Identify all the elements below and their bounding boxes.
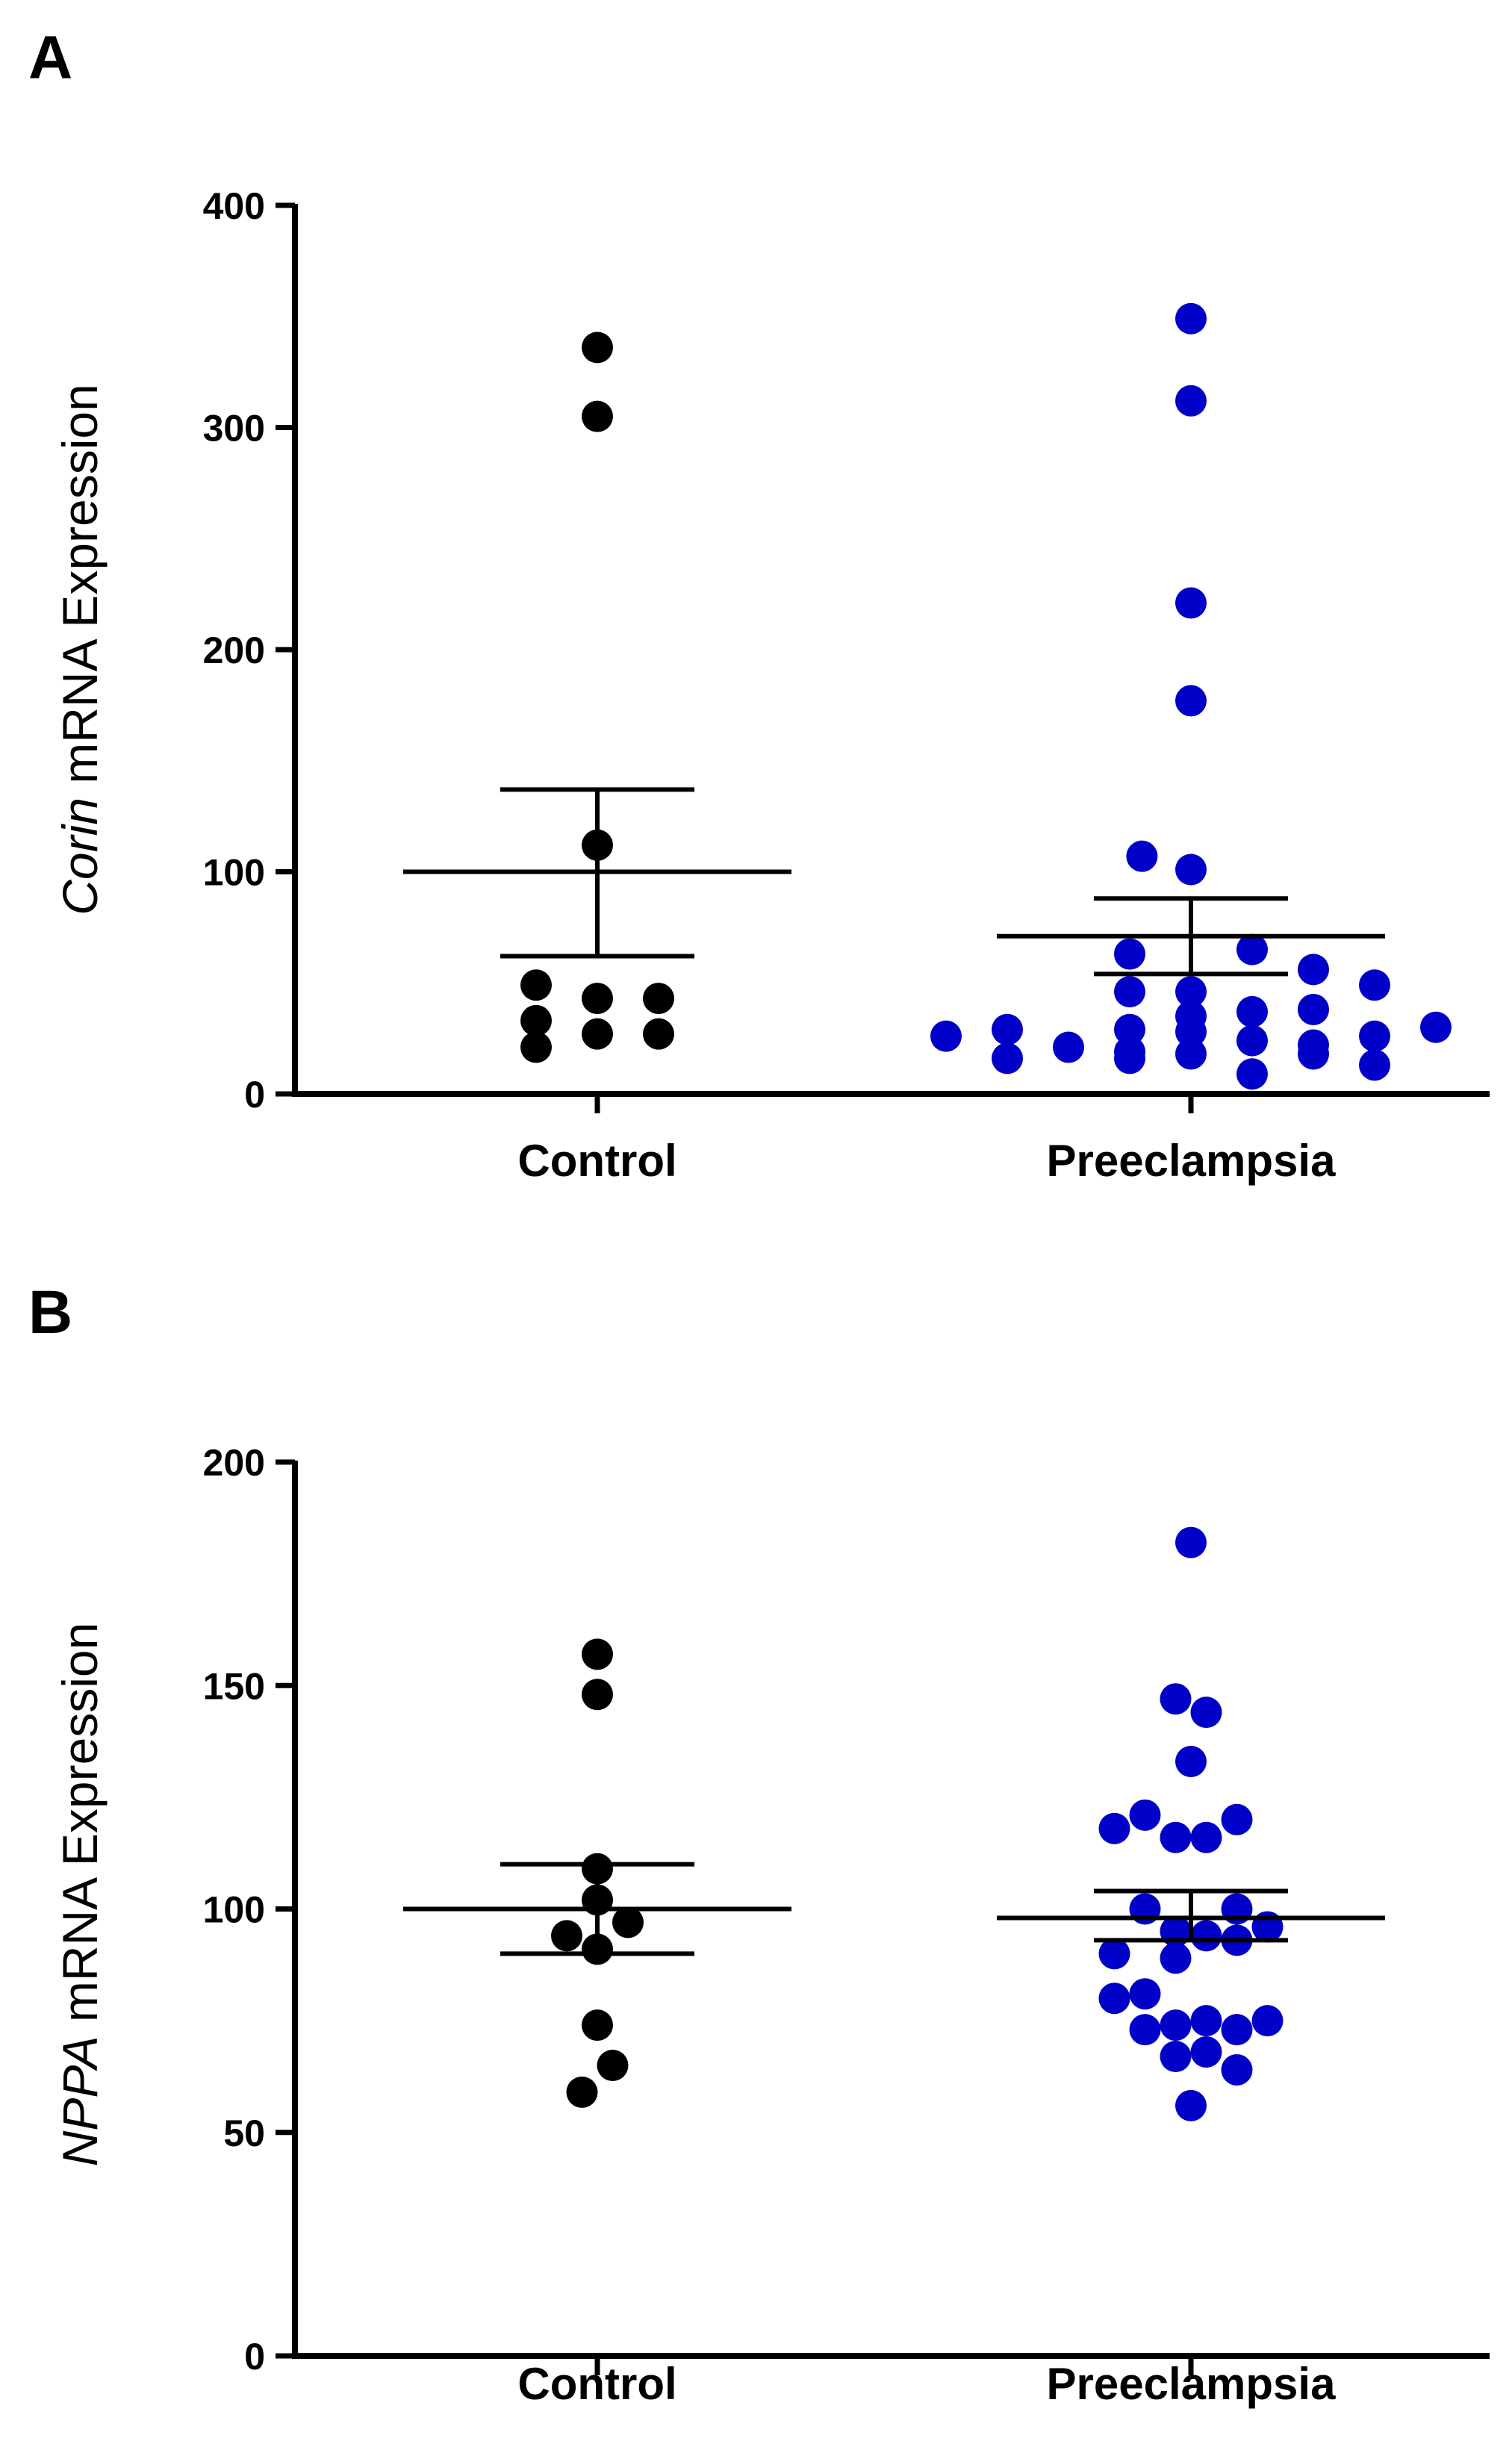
data-point [1190, 2005, 1222, 2037]
data-point [1190, 1821, 1222, 1853]
y-tick-label: 0 [244, 1074, 265, 1116]
data-point [930, 1020, 962, 1052]
data-point [992, 1013, 1023, 1045]
y-axis-label: NPPA mRNA Expression [52, 1623, 108, 2167]
data-point [1236, 995, 1268, 1027]
data-point [1298, 954, 1329, 986]
data-point [597, 2049, 629, 2081]
data-point [612, 1906, 644, 1938]
data-point [1175, 1016, 1207, 1048]
data-point [1221, 2053, 1253, 2086]
panel-letter-b: B [28, 1278, 72, 1346]
data-point [643, 1018, 674, 1050]
data-point [1160, 2041, 1192, 2073]
data-point [520, 969, 552, 1001]
panel-b: B NPPA mRNA Expression 0 50 100 150 200 Contr… [0, 1221, 1512, 2441]
data-point [1221, 2014, 1253, 2046]
data-point [520, 1004, 552, 1036]
panel-a: A Corin mRNA Expression 0 100 200 300 400 Con… [28, 24, 1490, 1186]
y-tick-label: 50 [223, 2112, 265, 2154]
data-point [582, 983, 613, 1015]
panel-letter-a: A [28, 24, 72, 92]
y-axis-gene-name: Corin [52, 797, 108, 915]
data-point [1114, 976, 1145, 1008]
corin-scatter-chart: A Corin mRNA Expression 0 100 200 300 400 Con… [28, 24, 1490, 1186]
y-axis-gene-name: NPPA [52, 2036, 108, 2167]
data-point [1160, 1683, 1192, 1715]
data-point [1251, 2005, 1284, 2037]
data-point [1160, 1821, 1192, 1853]
data-point [582, 332, 613, 364]
data-point [1190, 2036, 1222, 2068]
y-tick-label: 0 [244, 2336, 265, 2378]
y-tick-label: 100 [203, 852, 265, 894]
data-point [1098, 1812, 1130, 1844]
plot-area: 0 100 200 300 400 Control Preeclampsia [203, 185, 1490, 1186]
data-point [582, 2009, 613, 2042]
y-axis-label: Corin mRNA Expression [52, 384, 108, 915]
plot-area: 0 50 100 150 200 Control Preeclampsia [203, 1442, 1490, 2409]
data-point [582, 1638, 613, 1670]
data-point [1175, 2089, 1207, 2121]
data-point [1053, 1031, 1084, 1063]
data-point [1298, 1038, 1329, 1070]
y-tick-label: 150 [203, 1665, 265, 1707]
data-point [1129, 1799, 1161, 1831]
data-point [1175, 1526, 1207, 1558]
data-point [1175, 685, 1207, 717]
data-point [1114, 1042, 1145, 1075]
y-tick-label: 100 [203, 1889, 265, 1931]
data-point [1359, 1020, 1390, 1052]
data-point [582, 1679, 613, 1711]
data-point [1129, 2014, 1161, 2046]
data-point [1126, 840, 1158, 872]
data-point [1359, 1049, 1390, 1081]
data-point [1175, 976, 1207, 1008]
data-point [992, 1042, 1023, 1075]
nppa-scatter-chart: B NPPA mRNA Expression 0 50 100 150 200 Contr… [28, 1278, 1490, 2409]
x-tick-label: Preeclampsia [1047, 1136, 1337, 1186]
data-point [1190, 1697, 1222, 1729]
data-point [1129, 1978, 1161, 2010]
data-point [643, 983, 674, 1015]
data-point [1175, 853, 1207, 886]
x-tick-label: Preeclampsia [1047, 2359, 1337, 2409]
x-tick-label: Control [517, 2359, 676, 2409]
data-point [1098, 1938, 1130, 1970]
y-tick-label: 200 [203, 1442, 265, 1484]
data-point [1359, 969, 1390, 1001]
data-point [1236, 1024, 1268, 1057]
data-point [582, 400, 613, 432]
data-point [1160, 2009, 1192, 2042]
data-point [1236, 1058, 1268, 1090]
data-point [1175, 1038, 1207, 1070]
data-point [551, 1920, 582, 1952]
data-point [1175, 302, 1207, 335]
data-point [1098, 1983, 1130, 2015]
data-point [1420, 1011, 1452, 1043]
y-tick-label: 200 [203, 629, 265, 671]
data-point [1221, 1803, 1253, 1835]
data-point [1114, 938, 1145, 970]
data-point [566, 2076, 598, 2108]
data-point [1160, 1942, 1192, 1974]
data-point [520, 1031, 552, 1063]
data-point [1175, 587, 1207, 619]
data-point [1236, 933, 1268, 965]
data-point [582, 1018, 613, 1050]
y-axis-label-text: mRNA Expression [52, 1623, 108, 2036]
data-point [1298, 993, 1329, 1025]
x-tick-label: Control [517, 1136, 676, 1186]
data-point [1175, 1745, 1207, 1777]
data-point [1175, 385, 1207, 417]
y-tick-label: 300 [203, 408, 265, 450]
y-tick-label: 400 [203, 185, 265, 227]
data-point [1114, 1013, 1145, 1045]
y-axis-label-text: mRNA Expression [52, 384, 108, 797]
data-point [1190, 1920, 1222, 1952]
